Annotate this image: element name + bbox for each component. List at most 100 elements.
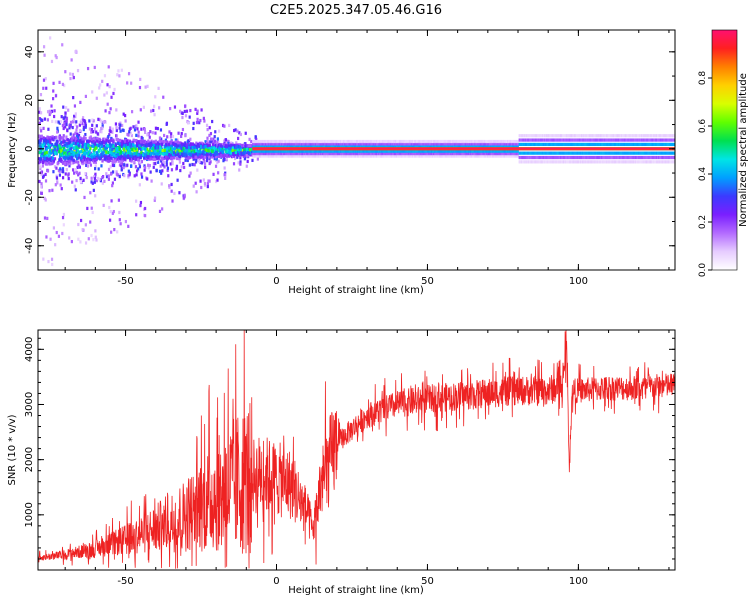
heat-cell	[287, 149, 289, 153]
heat-cell	[75, 145, 78, 150]
heat-cell	[293, 142, 295, 146]
heat-cell	[173, 191, 176, 196]
heat-cell	[379, 142, 381, 146]
heat-cell	[277, 144, 280, 148]
heat-cell	[106, 83, 109, 87]
heat-cell	[94, 155, 97, 160]
heat-cell	[139, 147, 143, 151]
heat-cell	[336, 154, 339, 158]
heat-cell	[429, 152, 432, 156]
heat-cell	[372, 152, 375, 156]
heat-cell	[55, 142, 58, 146]
heat-cell	[399, 144, 401, 148]
heat-cell	[203, 119, 206, 123]
heat-cell	[309, 142, 311, 146]
heat-cell	[389, 142, 392, 146]
heat-cell	[127, 224, 130, 228]
heat-cell	[165, 160, 168, 164]
heat-cell	[511, 154, 513, 158]
heat-cell	[125, 152, 128, 157]
heat-cell	[273, 152, 275, 156]
heat-cell	[78, 123, 81, 127]
heat-cell	[175, 166, 178, 170]
heat-cell	[206, 153, 209, 157]
heat-cell	[189, 146, 192, 150]
heat-cell	[54, 149, 57, 153]
heat-cell	[427, 152, 430, 156]
heat-cell	[393, 152, 396, 156]
heat-cell	[388, 154, 390, 158]
heat-cell	[154, 126, 158, 130]
heat-cell	[183, 109, 186, 114]
heat-cell	[358, 139, 360, 144]
heat-cell	[166, 168, 169, 172]
heat-cell	[243, 147, 246, 151]
heat-cell	[545, 160, 547, 164]
heat-cell	[92, 158, 95, 163]
heat-cell	[216, 160, 219, 165]
heat-cell	[94, 172, 97, 176]
heat-cell	[381, 149, 383, 153]
heat-cell	[497, 154, 499, 158]
heat-cell	[511, 152, 513, 156]
heat-cell	[467, 142, 470, 146]
heat-cell	[554, 160, 556, 164]
heat-cell	[51, 156, 54, 160]
heat-cell	[437, 154, 439, 158]
heat-cell	[502, 154, 505, 158]
heat-cell	[79, 136, 82, 140]
heat-cell	[133, 128, 137, 132]
heat-cell	[369, 149, 371, 153]
heat-cell	[412, 142, 415, 146]
heat-cell	[529, 142, 531, 147]
heat-cell	[433, 152, 435, 156]
heat-cell	[167, 146, 171, 150]
heat-cell	[489, 142, 491, 146]
heat-cell	[483, 154, 486, 158]
heat-cell	[437, 152, 439, 156]
heat-cell	[266, 149, 268, 153]
heat-cell	[375, 144, 378, 148]
heat-cell	[359, 149, 361, 153]
heat-cell	[407, 152, 409, 156]
heat-cell	[247, 146, 250, 150]
heat-cell	[538, 138, 540, 142]
heat-cell	[457, 144, 459, 148]
heat-cell	[61, 43, 64, 47]
heat-cell	[281, 149, 284, 153]
heat-cell	[211, 119, 214, 124]
heat-cell	[435, 152, 437, 156]
heat-cell	[514, 142, 516, 146]
heat-cell	[42, 78, 46, 82]
heat-cell	[182, 194, 185, 198]
heat-cell	[68, 160, 71, 164]
heat-cell	[540, 151, 543, 155]
heat-cell	[562, 142, 565, 147]
heat-cell	[43, 117, 46, 121]
heat-cell	[39, 140, 42, 145]
heat-cell	[225, 151, 228, 156]
heat-cell	[92, 136, 95, 141]
heat-cell	[510, 152, 512, 156]
heat-cell	[56, 126, 59, 130]
heat-cell	[196, 117, 199, 121]
heat-cell	[377, 139, 379, 144]
heat-cell	[332, 142, 334, 146]
heat-cell	[338, 152, 341, 156]
heat-cell	[406, 142, 408, 146]
heat-cell	[337, 144, 340, 148]
heat-cell	[103, 74, 107, 78]
heat-cell	[553, 155, 555, 160]
heat-cell	[467, 152, 470, 156]
heat-cell	[464, 154, 467, 158]
heat-cell	[476, 139, 478, 144]
heat-cell	[520, 160, 523, 164]
heat-cell	[495, 144, 497, 148]
heat-cell	[59, 167, 62, 171]
heat-cell	[91, 118, 94, 122]
heat-cell	[156, 141, 159, 145]
heat-cell	[330, 152, 332, 156]
heat-cell	[85, 151, 89, 155]
heat-cell	[45, 153, 48, 157]
heat-cell	[338, 142, 341, 146]
